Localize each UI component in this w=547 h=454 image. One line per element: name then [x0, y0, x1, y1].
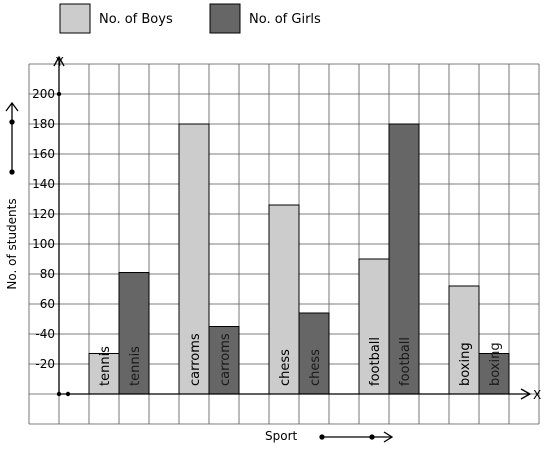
y-tick-label: 100: [32, 237, 55, 251]
bar-label-boxing: boxing: [458, 342, 473, 386]
y-tick-label: 200: [32, 87, 55, 101]
bars: tennis tennis carroms carroms chess chess foot…: [88, 123, 510, 395]
y-tick-label: 160: [32, 147, 55, 161]
x-title-arrow-icon: [319, 431, 394, 443]
bar-label-tennis: tennis: [128, 346, 143, 386]
bar-boys-carroms: [178, 123, 210, 395]
bar-label-football: football: [398, 337, 413, 386]
legend-swatch-boys: [59, 3, 91, 34]
axis-point: [65, 391, 71, 397]
bar-label-carroms: carroms: [188, 333, 203, 386]
y-tick-label: -20: [35, 357, 55, 371]
y-tick-label: 60: [40, 297, 55, 311]
x-axis-title: Sport: [265, 429, 298, 443]
y-axis-letter: Y: [55, 55, 64, 69]
bar-girls-boxing: [478, 353, 510, 395]
bar-girls-chess: [298, 312, 330, 395]
bar-label-football: football: [368, 337, 383, 386]
bar-boys-chess: [268, 204, 300, 395]
legend-label-boys: No. of Boys: [99, 12, 173, 27]
bar-label-boxing: boxing: [488, 342, 503, 386]
x-axis-letter: X: [533, 388, 541, 402]
y-tick-label: 120: [32, 207, 55, 221]
y-axis-title: No. of students: [5, 198, 19, 289]
bar-label-chess: chess: [278, 349, 293, 386]
y-axis-arrow-icon: [53, 55, 65, 67]
x-axis-arrow-icon: [520, 388, 532, 400]
legend-label-girls: No. of Girls: [249, 12, 321, 27]
bar-girls-carroms: [208, 326, 240, 395]
y-title-arrow-icon: [5, 101, 19, 175]
bar-boys-tennis: [88, 353, 120, 395]
bar-boys-football: [358, 258, 390, 395]
legend-swatch-girls: [209, 3, 241, 34]
y-tick-label: 180: [32, 117, 55, 131]
bar-boys-boxing: [448, 285, 480, 395]
axis-point: [56, 391, 62, 397]
y-tick-label: 80: [40, 267, 55, 281]
axes: [53, 55, 532, 400]
y-tick-label: -40: [35, 327, 55, 341]
legend: No. of Boys No. of Girls: [59, 3, 321, 34]
bar-girls-football: [388, 123, 420, 395]
bar-label-chess: chess: [308, 349, 323, 386]
bar-label-carroms: carroms: [218, 333, 233, 386]
y-tick-labels: -20 -40 60 80 100 120 140 160 180 200: [32, 87, 55, 371]
bar-label-tennis: tennis: [98, 346, 113, 386]
y-tick-label: 140: [32, 177, 55, 191]
bar-girls-tennis: [118, 272, 150, 395]
axis-point: [56, 91, 62, 97]
